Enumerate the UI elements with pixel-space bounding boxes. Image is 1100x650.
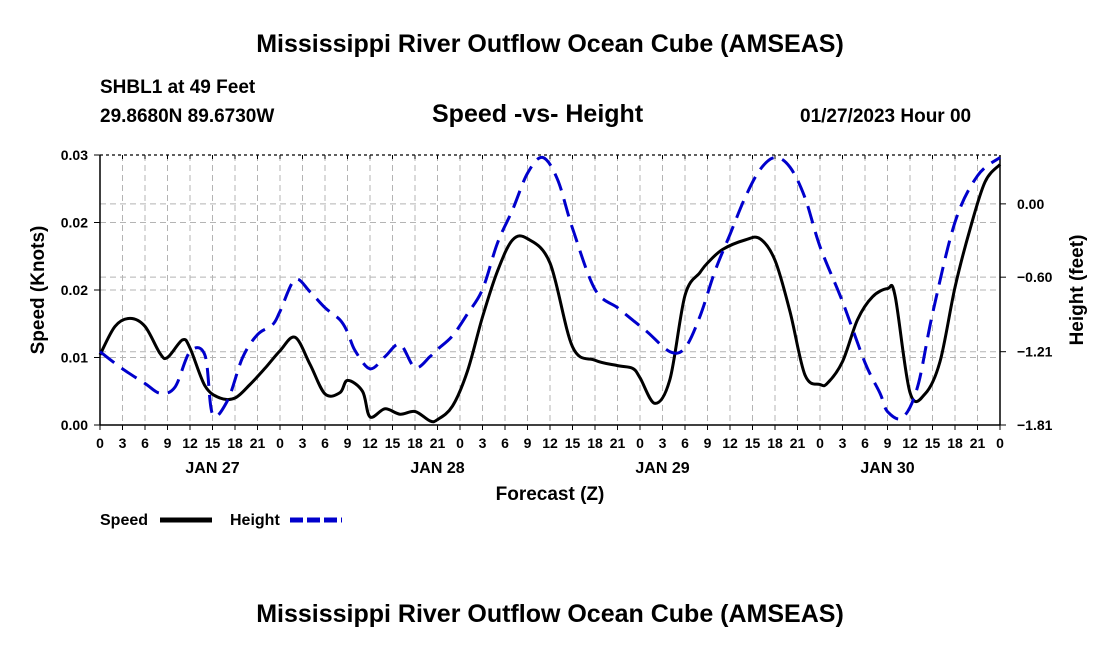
x-tick-label: 15 — [205, 435, 221, 451]
x-tick-label: 12 — [902, 435, 918, 451]
y2-tick-label: −0.60 — [1017, 269, 1053, 285]
forecast-datetime: 01/27/2023 Hour 00 — [800, 106, 972, 127]
x-tick-label: 3 — [119, 435, 127, 451]
height-series-line — [99, 155, 1001, 421]
x-tick-label: 15 — [745, 435, 761, 451]
speed-height-chart: 0 3 6 9 12 15 18 21 0 3 6 9 12 15 18 21 0 3 6 9 12 15 18 21 0 3 6 9… — [28, 147, 1088, 529]
x-tick-label: 12 — [362, 435, 378, 451]
x-tick-label: 18 — [407, 435, 423, 451]
x-axis-title: Forecast (Z) — [496, 484, 605, 505]
x-tick-label: 15 — [565, 435, 581, 451]
y2-tick-label: −1.21 — [1017, 344, 1053, 360]
x-tick-label: 18 — [227, 435, 243, 451]
x-tick-label: 6 — [861, 435, 869, 451]
y-tick-label: 0.01 — [61, 350, 88, 366]
x-tick-label: 18 — [767, 435, 783, 451]
day-label: JAN 29 — [635, 460, 689, 477]
x-tick-label: 0 — [276, 435, 284, 451]
main-title: Mississippi River Outflow Ocean Cube (AM… — [256, 30, 844, 58]
x-tick-label: 9 — [344, 435, 352, 451]
y2-tick-label: −1.81 — [1017, 417, 1053, 433]
day-label: JAN 30 — [860, 460, 914, 477]
x-tick-label: 15 — [925, 435, 941, 451]
x-tick-label: 3 — [659, 435, 667, 451]
footer-title: Mississippi River Outflow Ocean Cube (AM… — [256, 600, 844, 628]
day-label: JAN 27 — [185, 460, 239, 477]
x-tick-label: 3 — [839, 435, 847, 451]
x-tick-label: 18 — [947, 435, 963, 451]
x-tick-label: 12 — [722, 435, 738, 451]
x-tick-label: 12 — [182, 435, 198, 451]
speed-series-line — [98, 163, 1002, 424]
x-tick-label: 6 — [141, 435, 149, 451]
y2-axis-title: Height (feet) — [1067, 235, 1088, 346]
y-tick-label: 0.00 — [61, 417, 88, 433]
x-tick-label: 0 — [996, 435, 1004, 451]
x-tick-label: 21 — [970, 435, 986, 451]
x-tick-label: 21 — [430, 435, 446, 451]
x-tick-label: 15 — [385, 435, 401, 451]
y-axis-title: Speed (Knots) — [28, 226, 49, 355]
x-tick-label: 3 — [479, 435, 487, 451]
x-tick-label: 0 — [816, 435, 824, 451]
y2-tick-label: 0.00 — [1017, 196, 1044, 212]
x-tick-label: 6 — [501, 435, 509, 451]
x-tick-label: 12 — [542, 435, 558, 451]
day-label: JAN 28 — [410, 460, 464, 477]
station-label: SHBL1 at 49 Feet — [100, 77, 256, 98]
x-tick-label: 9 — [524, 435, 532, 451]
y-tick-label: 0.02 — [61, 215, 88, 231]
x-tick-label: 3 — [299, 435, 307, 451]
x-tick-label: 6 — [321, 435, 329, 451]
legend-label-height: Height — [230, 512, 280, 529]
x-tick-label: 6 — [681, 435, 689, 451]
x-tick-label: 9 — [164, 435, 172, 451]
x-tick-label: 0 — [636, 435, 644, 451]
x-tick-label: 9 — [884, 435, 892, 451]
coordinates-label: 29.8680N 89.6730W — [100, 106, 275, 127]
x-tick-label: 18 — [587, 435, 603, 451]
y-tick-label: 0.03 — [61, 147, 88, 163]
x-tick-label: 0 — [96, 435, 104, 451]
x-tick-label: 9 — [704, 435, 712, 451]
x-tick-label: 0 — [456, 435, 464, 451]
chart-title: Speed -vs- Height — [432, 100, 644, 128]
x-tick-label: 21 — [610, 435, 626, 451]
legend-label-speed: Speed — [100, 512, 148, 529]
y-tick-label: 0.02 — [61, 282, 88, 298]
x-tick-label: 21 — [250, 435, 266, 451]
x-tick-label: 21 — [790, 435, 806, 451]
